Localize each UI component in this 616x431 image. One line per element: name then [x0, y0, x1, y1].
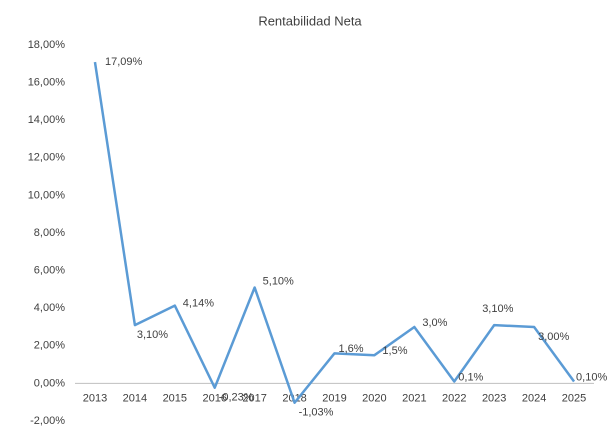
y-tick-label: 10,00% — [28, 189, 66, 201]
data-label: 3,00% — [538, 331, 569, 343]
data-label: 4,14% — [183, 297, 214, 309]
y-tick-label: -2,00% — [30, 415, 65, 427]
x-tick-label: 2017 — [242, 392, 266, 404]
data-label: 3,10% — [482, 303, 513, 315]
x-tick-label: 2021 — [402, 392, 426, 404]
data-label: 3,10% — [137, 329, 168, 341]
line — [93, 61, 576, 405]
chart-title: Rentabilidad Neta — [258, 13, 362, 28]
data-label: 0,1% — [458, 371, 483, 383]
y-tick-label: 14,00% — [28, 114, 66, 126]
data-label: 1,5% — [382, 345, 407, 357]
x-tick-label: 2013 — [83, 392, 107, 404]
x-tick-label: 2024 — [522, 392, 546, 404]
data-label: 17,09% — [105, 56, 143, 68]
y-tick-label: 6,00% — [34, 265, 65, 277]
x-tick-label: 2019 — [322, 392, 346, 404]
x-tick-label: 2025 — [562, 392, 586, 404]
y-tick-label: 2,00% — [34, 340, 65, 352]
y-tick-label: 12,00% — [28, 152, 66, 164]
x-tick-label: 2020 — [362, 392, 386, 404]
x-tick-label: 2015 — [163, 392, 187, 404]
x-tick-label: 2016 — [202, 392, 226, 404]
x-tick-label: 2014 — [123, 392, 147, 404]
data-label: 3,0% — [422, 317, 447, 329]
data-label: -0,23% — [219, 392, 254, 404]
y-tick-label: 4,00% — [34, 302, 65, 314]
data-label: -1,03% — [299, 407, 334, 419]
data-label: 5,10% — [263, 275, 294, 287]
y-tick-label: 18,00% — [28, 39, 66, 51]
y-tick-label: 16,00% — [28, 77, 66, 89]
x-tick-label: 2022 — [442, 392, 466, 404]
y-tick-label: 0,00% — [34, 377, 65, 389]
data-label: 1,6% — [339, 343, 364, 355]
x-tick-label: 2023 — [482, 392, 506, 404]
data-label: 0,10% — [576, 371, 607, 383]
y-tick-label: 8,00% — [34, 227, 65, 239]
